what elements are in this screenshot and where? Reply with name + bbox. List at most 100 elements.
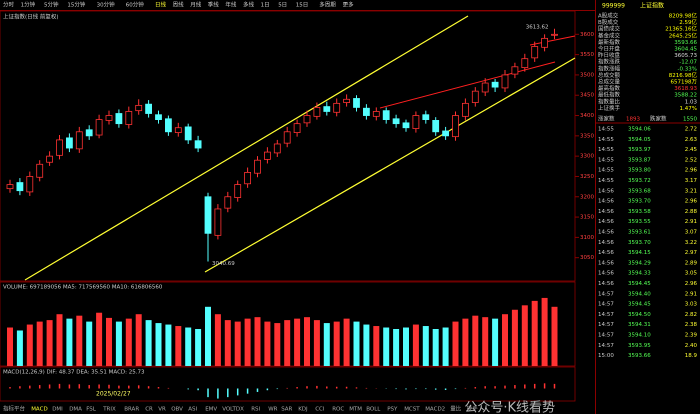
high-label: 3613.62 [526, 24, 549, 30]
indicator-tab[interactable]: WR [268, 407, 277, 413]
toolbar-tab[interactable]: 多线 [243, 1, 255, 9]
indicator-tab[interactable]: 换手 [467, 405, 479, 413]
indicator-tab[interactable]: VOLTDX [222, 407, 244, 413]
indicator-tab[interactable]: 指标平台 [3, 405, 26, 413]
tick-time: 14:56 [598, 260, 614, 266]
stat-value: 3593.66 [674, 40, 697, 46]
tick-price: 3594.31 [628, 322, 651, 328]
tick-time: 14:57 [598, 302, 614, 308]
candle-body [46, 155, 53, 163]
volume-bar [264, 321, 271, 366]
candle-body [313, 107, 321, 117]
indicator-tab[interactable]: OBV [171, 407, 183, 413]
candle-body [36, 163, 44, 178]
indicator-tab[interactable]: BOLL [366, 407, 381, 413]
tick-price: 3593.87 [628, 157, 651, 163]
candle-body [135, 104, 143, 112]
tick-time: 14:57 [598, 312, 614, 318]
tick-price: 3593.58 [628, 209, 651, 215]
tick-volume: 2.96 [685, 281, 698, 287]
candle-body [392, 118, 400, 125]
tick-time: 15:00 [598, 353, 614, 359]
indicator-tab[interactable]: KDJ [298, 407, 308, 413]
tick-price: 3594.10 [628, 333, 651, 339]
candle-body [16, 182, 24, 192]
candle-body [155, 114, 162, 120]
toolbar-tab[interactable]: 季线 [208, 1, 220, 9]
stat-label: B股成交 [598, 18, 619, 26]
indicator-tab[interactable]: CCI [315, 407, 325, 413]
candle-body [471, 90, 479, 103]
volume-bar [363, 324, 370, 366]
volume-bar [244, 318, 251, 366]
indicator-tab[interactable]: FSL [86, 407, 97, 413]
volume-bar [205, 306, 211, 366]
volume-bar [412, 324, 419, 366]
volume-bar [502, 314, 508, 366]
indicator-tab[interactable]: VR [158, 407, 166, 413]
toolbar-tab[interactable]: 15分钟 [67, 1, 85, 9]
candle-body [224, 196, 232, 209]
indicator-tab[interactable]: CR [145, 407, 153, 413]
volume-bar [343, 318, 350, 366]
tick-volume: 2.97 [685, 250, 698, 256]
indicator-tab[interactable]: SAR [281, 407, 292, 413]
toolbar-tab[interactable]: 60分钟 [126, 1, 144, 9]
chart-caption: 上证指数(日线 前复权) [3, 13, 59, 21]
volume-bar [313, 320, 320, 366]
indicator-tab[interactable]: EMV [205, 407, 217, 413]
indicator-tab[interactable]: MTM [349, 407, 362, 413]
candle-body [551, 33, 558, 36]
tick-volume: 3.05 [685, 271, 698, 277]
tick-price: 3593.70 [628, 240, 651, 246]
indicator-tab[interactable]: TRIX [102, 407, 116, 413]
volume-bar [254, 317, 261, 366]
toolbar-tab[interactable]: 1分钟 [21, 1, 36, 9]
tick-volume: 2.89 [685, 260, 698, 266]
toolbar-tab[interactable]: 年线 [225, 1, 237, 9]
indicator-tab[interactable]: ROC [332, 407, 344, 413]
toolbar-tab[interactable]: 日线 [155, 1, 167, 9]
indicator-tab[interactable]: MACD [31, 407, 48, 413]
toolbar-tab[interactable]: 1日 [261, 2, 270, 9]
toolbar-tab[interactable]: 更多 [343, 1, 355, 9]
toolbar-tab[interactable]: 5日 [278, 2, 287, 9]
tick-time: 14:56 [598, 199, 614, 205]
volume-bar [452, 321, 459, 366]
volume-bar [284, 320, 291, 366]
toolbar-tab[interactable]: 周线 [173, 1, 185, 9]
stat-label: 最低指数 [598, 91, 621, 99]
candle-body [105, 115, 113, 121]
indicator-tab[interactable]: ASI [188, 407, 197, 413]
toolbar-tab[interactable]: 15日 [296, 2, 309, 9]
tick-volume: 2.63 [685, 137, 698, 143]
indicator-tab[interactable]: PSY [387, 407, 398, 413]
tick-price: 3594.50 [628, 312, 651, 318]
toolbar-tab[interactable]: 分时 [3, 1, 15, 9]
tick-time: 14:57 [598, 343, 614, 349]
volume-bar [551, 306, 558, 366]
candle-body [481, 82, 489, 93]
tick-time: 14:56 [598, 271, 614, 277]
toolbar-tab[interactable]: 30分钟 [97, 1, 115, 9]
indicator-tab[interactable]: RSI [251, 407, 260, 413]
candle-body [125, 111, 133, 125]
y-tick-label: 3050 [580, 255, 594, 261]
indicator-tab[interactable]: DMI [52, 407, 63, 413]
toolbar-tab[interactable]: 多周期 [319, 1, 336, 9]
candle-body [263, 151, 271, 160]
candle-body [541, 37, 548, 48]
indicator-tab[interactable]: BRAR [124, 407, 139, 413]
toolbar-tab[interactable]: 5分钟 [44, 1, 59, 9]
indicator-tab[interactable]: DMA [69, 407, 82, 413]
indicator-tab[interactable]: MACD2 [425, 407, 445, 413]
toolbar-tab[interactable]: 月线 [190, 1, 202, 9]
y-tick-label: 3100 [580, 235, 594, 241]
tick-price: 3593.80 [628, 168, 651, 174]
indicator-tab[interactable]: MCST [404, 407, 420, 413]
volume-bar [393, 329, 400, 366]
volume-bar [7, 327, 13, 366]
macd-title: MACD(12,26,9) DIF: 48.37 DEA: 35.51 MACD… [3, 370, 145, 376]
indicator-tab[interactable]: 量比 [450, 405, 462, 413]
candle-body [531, 46, 539, 59]
